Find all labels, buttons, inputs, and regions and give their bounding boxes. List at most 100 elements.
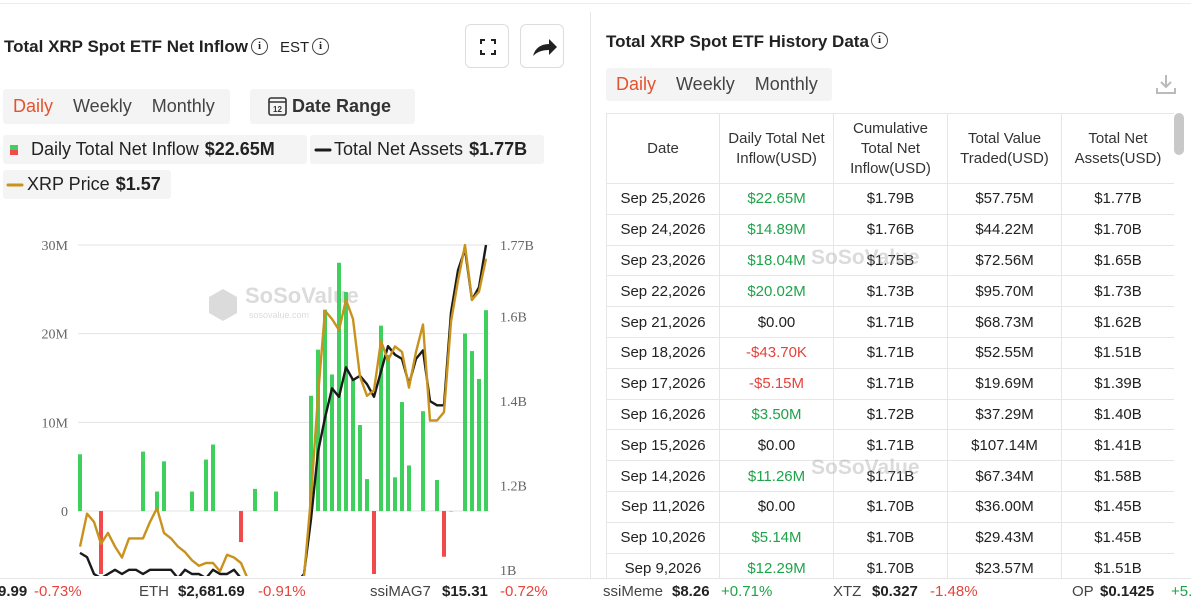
table-row: Sep 22,2026 $20.02M $1.73B $95.70M $1.73B	[606, 275, 1174, 308]
chart-title: Total XRP Spot ETF Net Inflow	[4, 37, 248, 56]
table-cell: $36.00M	[947, 490, 1062, 523]
bar	[484, 310, 488, 512]
timezone[interactable]: EST	[280, 39, 310, 56]
table-cell: $23.57M	[947, 552, 1062, 578]
bar	[393, 477, 397, 512]
bar	[407, 465, 411, 512]
table-cell: $1.70B	[833, 521, 948, 554]
bar	[204, 459, 208, 512]
column-header: Total Net Assets(USD)	[1061, 113, 1174, 184]
table-cell: $1.77B	[1061, 183, 1174, 215]
bar	[309, 395, 313, 512]
table-cell: $5.14M	[719, 521, 834, 554]
tab[interactable]: Monthly	[151, 96, 215, 116]
table-cell: Sep 10,2026	[606, 521, 720, 554]
tab[interactable]: Daily	[13, 96, 54, 116]
ticker-change: -0.72%	[500, 583, 548, 600]
bar	[274, 491, 278, 512]
bar	[344, 292, 348, 512]
table-cell: $18.04M	[719, 244, 834, 277]
fullscreen-icon	[480, 39, 496, 55]
bar	[239, 511, 243, 543]
table-cell: $1.65B	[1061, 244, 1174, 277]
download-icon[interactable]	[1154, 72, 1178, 96]
legend-label: Daily Total Net Inflow	[31, 139, 199, 159]
table-row: Sep 21,2026 $0.00 $1.71B $68.73M $1.62B	[606, 306, 1174, 338]
legend-item[interactable]: Daily Total Net Inflow $22.65M	[3, 135, 307, 164]
table-cell: $1.45B	[1061, 521, 1174, 554]
info-icon[interactable]: i	[871, 32, 888, 49]
ticker-price: 9.99	[0, 583, 28, 600]
top-border	[0, 3, 1191, 4]
bar	[477, 378, 481, 512]
tab[interactable]: Weekly	[676, 74, 735, 94]
table-cell: $1.71B	[833, 367, 948, 400]
bar	[337, 262, 341, 512]
column-header: Cumulative Total Net Inflow(USD)	[833, 113, 948, 184]
ticker-change: -0.73%	[34, 583, 82, 600]
table-row: Sep 15,2026 $0.00 $1.71B $107.14M $1.41B	[606, 429, 1174, 462]
info-icon[interactable]: i	[312, 38, 329, 55]
legend-item[interactable]: Total Net Assets $1.77B	[310, 135, 544, 164]
table-cell: $1.51B	[1061, 336, 1174, 369]
watermark-brand: SoSoValue	[811, 246, 920, 269]
table-cell: $1.71B	[833, 306, 948, 338]
table-row: Sep 18,2026 -$43.70K $1.71B $52.55M $1.51B	[606, 336, 1174, 369]
table-cell: $1.71B	[833, 429, 948, 462]
legend-label: XRP Price	[27, 174, 110, 194]
table-cell: $0.00	[719, 429, 834, 462]
table-cell: $14.89M	[719, 213, 834, 246]
watermark: SoSoValue	[811, 246, 920, 270]
tab[interactable]: Daily	[616, 74, 657, 94]
table-cell: $1.70B	[1061, 213, 1174, 246]
legend-label: Total Net Assets	[334, 139, 464, 159]
watermark-site: sosovalue.com	[249, 310, 309, 320]
fullscreen-button[interactable]	[465, 24, 509, 68]
table-cell: $19.69M	[947, 367, 1062, 400]
tab[interactable]: Monthly	[754, 74, 818, 94]
date-range-button[interactable]: 12 Date Range	[250, 89, 415, 124]
scrollbar[interactable]	[1174, 113, 1184, 155]
table-cell: $1.70B	[833, 552, 948, 578]
bar	[162, 461, 166, 512]
bar	[435, 480, 439, 512]
share-button[interactable]	[520, 24, 564, 68]
ticker-symbol: ssiMeme	[603, 583, 664, 600]
table-row: Sep 17,2026 -$5.15M $1.71B $19.69M $1.39B	[606, 367, 1174, 400]
table-cell: $1.76B	[833, 213, 948, 246]
ticker-bar: 9.99 -0.73% ETH $2,681.69 -0.91% ssiMAG7 $15.3…	[0, 578, 1191, 602]
bar	[386, 354, 390, 512]
table-cell: $1.62B	[1061, 306, 1174, 338]
table-cell: -$5.15M	[719, 367, 834, 400]
table-container: Date Daily Total Net Inflow(USD) Cumulativ…	[606, 113, 1174, 578]
table-cell: $67.34M	[947, 460, 1062, 492]
table-cell: $1.39B	[1061, 367, 1174, 400]
table-cell: Sep 11,2026	[606, 490, 720, 523]
watermark-brand: SoSoValue	[811, 456, 920, 479]
bar	[358, 425, 362, 512]
share-icon	[533, 39, 557, 56]
table-cell: $22.65M	[719, 183, 834, 215]
table-cell: $20.02M	[719, 275, 834, 308]
chart: SoSoValue sosovalue.com 30M 20M 10M 0 1.77B 1…	[42, 239, 534, 578]
table-row: Sep 11,2026 $0.00 $1.70B $36.00M $1.45B	[606, 490, 1174, 523]
ticker-change: -0.91%	[258, 583, 306, 600]
table-cell: $52.55M	[947, 336, 1062, 369]
table-cell: $68.73M	[947, 306, 1062, 338]
y-tick-label: 30M	[42, 239, 69, 254]
table-cell: $1.71B	[833, 460, 948, 492]
table-cell: $1.71B	[833, 336, 948, 369]
bar	[211, 444, 215, 512]
table-cell: $1.70B	[833, 490, 948, 523]
table-cell: $37.29M	[947, 398, 1062, 431]
y2-tick-label: 1.77B	[500, 239, 534, 254]
bar	[78, 454, 82, 512]
legend-value: $1.57	[115, 174, 161, 194]
legend-item[interactable]: XRP Price $1.57	[3, 170, 171, 199]
legend-value: $22.65M	[204, 139, 275, 159]
table-cell: Sep 15,2026	[606, 429, 720, 462]
info-icon[interactable]: i	[251, 38, 268, 55]
tab[interactable]: Weekly	[73, 96, 132, 116]
y-tick-label: 0	[61, 505, 68, 520]
